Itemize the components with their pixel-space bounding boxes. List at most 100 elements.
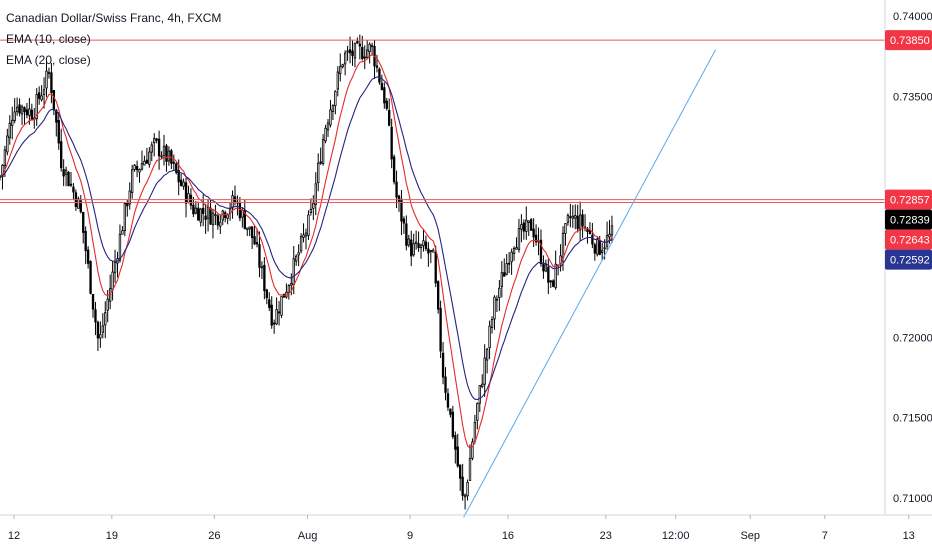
candle-body (353, 43, 357, 59)
candle-body (591, 234, 594, 245)
ema10-line (0, 53, 613, 449)
candle-body (571, 215, 574, 219)
time-axis[interactable]: 12 19 26 Aug 9 16 23 12:00 Sep 7 13 (0, 514, 932, 542)
candle-body (488, 325, 491, 349)
price-label-box (885, 189, 932, 210)
price-label-box (885, 249, 932, 270)
candle-body (60, 141, 63, 169)
price-label[interactable]: 0.73850 (885, 30, 932, 51)
candle-body (321, 139, 325, 164)
time-tick-label: 13 (903, 530, 915, 542)
price-label[interactable]: 0.72643 (885, 229, 932, 250)
candle-body (79, 200, 82, 213)
candle-body (336, 71, 339, 90)
candle-body (77, 198, 80, 209)
chart-legend: Canadian Dollar/Swiss Franc, 4h, FXCM EM… (6, 8, 221, 71)
candle-body (542, 262, 545, 272)
candle-body (566, 215, 570, 223)
price-label-text: 0.72643 (890, 235, 930, 247)
candle-body (326, 122, 330, 131)
candle-body (493, 296, 496, 320)
candle-body (385, 100, 388, 109)
candle-body (436, 281, 440, 310)
candle-body (397, 195, 401, 202)
candle-body (588, 230, 592, 235)
candle-body (47, 71, 51, 74)
price-label[interactable]: 0.72839 (885, 209, 932, 230)
legend-ema20[interactable]: EMA (20, close) (6, 53, 91, 67)
trendline[interactable] (463, 49, 716, 518)
candle-body (466, 481, 469, 497)
candle-body (388, 110, 391, 126)
candle-body (82, 211, 85, 233)
candle-body (473, 421, 477, 442)
candle-body (123, 203, 127, 231)
candle-body (91, 293, 95, 310)
candle-body (260, 266, 264, 269)
candle-body (392, 156, 396, 183)
candle-body (121, 230, 124, 235)
candle-body (255, 242, 259, 245)
candle-body (30, 109, 33, 120)
candle-body (209, 207, 212, 225)
candle-body (101, 325, 104, 333)
candle-body (189, 194, 193, 206)
candle-body (312, 202, 315, 209)
candle-body (539, 239, 543, 264)
candle-body (361, 47, 364, 60)
candle-body (505, 263, 508, 275)
price-axis[interactable]: 0.74000 0.73500 0.72000 0.71500 0.71000 0.738… (884, 0, 932, 515)
candle-body (162, 145, 166, 156)
candle-body (50, 72, 53, 93)
candle-body (407, 238, 410, 246)
candle-body (155, 138, 158, 141)
candle-body (412, 243, 415, 256)
price-label-box (885, 229, 932, 250)
candle-body (358, 43, 362, 47)
time-tick-label: Aug (298, 530, 318, 542)
candle-body (197, 207, 200, 221)
candle-body (610, 225, 614, 236)
candle-body (307, 214, 310, 236)
price-tick-label: 0.72000 (893, 332, 932, 344)
candle-body (231, 195, 234, 209)
candle-body (574, 215, 577, 219)
candle-body (13, 111, 16, 121)
candle-body (153, 138, 156, 144)
candle-body (485, 348, 489, 361)
candle-body (182, 181, 185, 187)
legend-ema10[interactable]: EMA (10, close) (6, 32, 91, 46)
candle-body (160, 155, 163, 158)
candle-body (608, 233, 611, 238)
candle-body (214, 214, 217, 217)
price-label[interactable]: 0.72592 (885, 249, 932, 270)
candle-body (35, 94, 38, 120)
candle-body (42, 89, 46, 95)
candle-body (246, 227, 249, 230)
ema20-line (0, 76, 613, 401)
candle-body (451, 411, 455, 437)
candle-body (206, 206, 210, 219)
candle-body (275, 309, 278, 325)
candle-body (424, 241, 428, 249)
candle-body (96, 321, 100, 339)
candle-body (507, 262, 511, 265)
candle-body (268, 299, 271, 308)
candle-body (67, 171, 70, 187)
price-label-box (885, 30, 932, 51)
candle-body (6, 135, 9, 153)
price-tick-label: 0.71500 (893, 413, 932, 425)
candle-body (334, 90, 337, 107)
time-tick-label: 12:00 (662, 530, 690, 542)
candle-body (204, 215, 207, 220)
candle-body (515, 247, 518, 250)
candle-body (253, 236, 256, 245)
candle-body (444, 376, 447, 393)
price-label[interactable]: 0.72857 (885, 189, 932, 210)
candle-body (89, 261, 92, 294)
candle-body (461, 476, 464, 496)
candle-body (3, 149, 7, 167)
candle-body (133, 164, 136, 170)
plot-area[interactable] (0, 34, 885, 518)
